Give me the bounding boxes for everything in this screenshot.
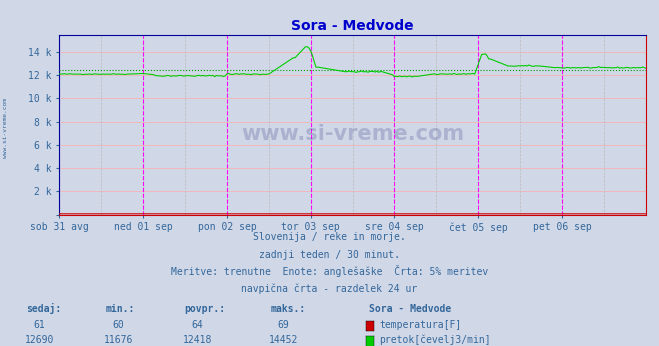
Text: temperatura[F]: temperatura[F] <box>379 320 461 330</box>
Text: 14452: 14452 <box>269 335 298 345</box>
Text: 60: 60 <box>113 320 125 330</box>
Title: Sora - Medvode: Sora - Medvode <box>291 19 414 34</box>
Text: Meritve: trenutne  Enote: anglešaške  Črta: 5% meritev: Meritve: trenutne Enote: anglešaške Črta… <box>171 265 488 277</box>
Text: min.:: min.: <box>105 304 135 314</box>
Text: Sora - Medvode: Sora - Medvode <box>369 304 451 314</box>
Text: maks.:: maks.: <box>270 304 305 314</box>
Text: povpr.:: povpr.: <box>185 304 225 314</box>
Text: sedaj:: sedaj: <box>26 303 61 314</box>
Text: 69: 69 <box>277 320 289 330</box>
Text: 64: 64 <box>192 320 204 330</box>
Text: Slovenija / reke in morje.: Slovenija / reke in morje. <box>253 233 406 243</box>
Text: navpična črta - razdelek 24 ur: navpična črta - razdelek 24 ur <box>241 284 418 294</box>
Text: zadnji teden / 30 minut.: zadnji teden / 30 minut. <box>259 250 400 260</box>
Text: www.si-vreme.com: www.si-vreme.com <box>3 98 9 158</box>
Text: 61: 61 <box>34 320 45 330</box>
Text: 12418: 12418 <box>183 335 212 345</box>
Text: www.si-vreme.com: www.si-vreme.com <box>241 124 464 144</box>
Text: 12690: 12690 <box>25 335 54 345</box>
Text: pretok[čevelj3/min]: pretok[čevelj3/min] <box>379 335 490 345</box>
Text: 11676: 11676 <box>104 335 133 345</box>
